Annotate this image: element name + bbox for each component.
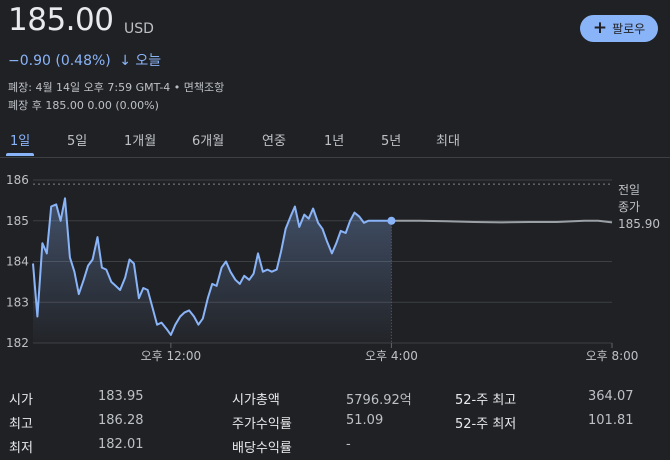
- follow-button[interactable]: + 팔로우: [580, 15, 658, 42]
- after-hours-line: [391, 219, 613, 224]
- stat-low-value: 182.01: [98, 437, 144, 452]
- tab-1y[interactable]: 1년: [324, 134, 345, 149]
- stat-low-label: 최저: [9, 441, 33, 456]
- stat-52w-low-label: 52-주 최저: [455, 417, 517, 432]
- x-tick-label: 오후 4:00: [365, 349, 418, 363]
- stat-open-label: 시가: [9, 393, 33, 408]
- close-info: 폐장: 4월 14일 오후 7:59 GMT-4 • 면책조항: [8, 81, 225, 94]
- y-tick-label: 182: [6, 336, 29, 350]
- stat-market-cap-value: 5796.92억: [346, 393, 412, 408]
- price-change: −0.90 (0.48%) ↓ 오늘: [8, 50, 161, 70]
- stat-pe-value: 51.09: [346, 413, 384, 428]
- after-hours-info: 폐장 후 185.00 0.00 (0.00%): [8, 99, 159, 112]
- tab-5y[interactable]: 5년: [381, 134, 402, 149]
- tab-1m[interactable]: 1개월: [124, 134, 157, 149]
- regular-session-line: [32, 197, 392, 336]
- currency-label: USD: [124, 21, 154, 37]
- stat-52w-high-value: 364.07: [588, 389, 634, 404]
- tab-1d[interactable]: 1일: [5, 130, 35, 156]
- stat-pe-label: 주가수익률: [232, 417, 292, 432]
- price-change-text: −0.90 (0.48%): [8, 53, 111, 69]
- y-tick-label: 186: [6, 173, 29, 187]
- previous-close-label: 전일 종가 185.90: [618, 182, 660, 233]
- range-tabs: 1일 5일 1개월 6개월 연중 1년 5년 최대: [0, 130, 670, 156]
- stat-market-cap-label: 시가총액: [232, 393, 280, 408]
- price-change-period: 오늘: [135, 53, 162, 69]
- previous-close-title-line2: 종가: [618, 200, 641, 214]
- stat-52w-high-label: 52-주 최고: [455, 393, 517, 408]
- stat-open-value: 183.95: [98, 389, 144, 404]
- y-tick-label: 185: [6, 214, 29, 228]
- previous-close-value: 185.90: [618, 217, 660, 231]
- stat-high-value: 186.28: [98, 413, 144, 428]
- tab-ytd[interactable]: 연중: [262, 134, 286, 149]
- close-point: [387, 216, 396, 225]
- stat-52w-low-value: 101.81: [588, 413, 634, 428]
- x-tick-label: 오후 8:00: [586, 349, 639, 363]
- follow-button-label: 팔로우: [612, 22, 646, 36]
- stat-dividend-value: -: [346, 437, 351, 452]
- stat-dividend-label: 배당수익률: [232, 441, 292, 456]
- tab-5d[interactable]: 5일: [67, 134, 88, 149]
- price-chart[interactable]: 186 185 184 183 182 오후 12:00 오후 4:00 오후 8:00: [0, 166, 670, 371]
- regular-session-area: [33, 198, 392, 343]
- y-tick-label: 184: [6, 255, 29, 269]
- x-tick-label: 오후 12:00: [141, 349, 201, 363]
- stat-high-label: 최고: [9, 417, 33, 432]
- price-value: 185.00: [8, 2, 114, 38]
- plus-icon: +: [592, 18, 608, 38]
- y-tick-label: 183: [6, 295, 29, 309]
- previous-close-title-line1: 전일: [618, 183, 641, 197]
- down-arrow-icon: ↓: [119, 53, 131, 69]
- tab-max[interactable]: 최대: [436, 134, 460, 149]
- tabs-divider: [0, 157, 670, 158]
- tab-6m[interactable]: 6개월: [192, 134, 225, 149]
